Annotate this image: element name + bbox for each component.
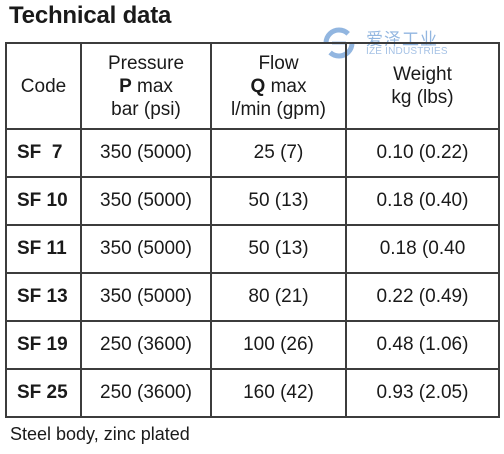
cell-flow: 80 (21) <box>210 272 347 322</box>
cell-code: SF 11 <box>5 224 82 274</box>
header-pressure-unit: bar (psi) <box>111 98 181 120</box>
table-header-row: Code Pressure P max bar (psi) Flow Q max… <box>5 42 500 130</box>
table-row: SF 7 350 (5000) 25 (7) 0.10 (0.22) <box>5 128 500 178</box>
cell-pressure: 250 (3600) <box>80 320 212 370</box>
cell-code: SF 13 <box>5 272 82 322</box>
header-flow-label: Flow <box>258 52 299 74</box>
header-code: Code <box>5 42 82 130</box>
cell-weight: 0.18 (0.40) <box>345 176 500 226</box>
cell-pressure: 350 (5000) <box>80 176 212 226</box>
header-weight-label: Weight <box>393 64 452 85</box>
cell-weight: 0.18 (0.40 <box>345 224 500 274</box>
header-flow: Flow Q max l/min (gpm) <box>210 42 347 130</box>
cell-flow: 160 (42) <box>210 368 347 418</box>
header-flow-symbol: Q <box>250 75 266 97</box>
header-flow-unit: l/min (gpm) <box>230 98 326 120</box>
cell-code: SF 25 <box>5 368 82 418</box>
header-pressure-symbol-line: P max <box>82 75 210 98</box>
cell-weight: 0.10 (0.22) <box>345 128 500 178</box>
footnote: Steel body, zinc plated <box>10 424 190 444</box>
cell-pressure: 350 (5000) <box>80 272 212 322</box>
cell-pressure: 350 (5000) <box>80 128 212 178</box>
header-pressure-label: Pressure <box>107 52 185 74</box>
cell-flow: 50 (13) <box>210 224 347 274</box>
cell-flow: 100 (26) <box>210 320 347 370</box>
cell-code: SF 19 <box>5 320 82 370</box>
table-row: SF 13 350 (5000) 80 (21) 0.22 (0.49) <box>5 272 500 322</box>
cell-pressure: 250 (3600) <box>80 368 212 418</box>
cell-code: SF 7 <box>5 128 82 178</box>
header-pressure-suffix: max <box>131 75 173 97</box>
cell-pressure: 350 (5000) <box>80 224 212 274</box>
header-pressure-symbol: P <box>119 75 132 97</box>
technical-data-table: Code Pressure P max bar (psi) Flow Q max… <box>5 42 500 418</box>
cell-code: SF 10 <box>5 176 82 226</box>
header-weight-unit: kg (lbs) <box>391 87 454 108</box>
cell-weight: 0.93 (2.05) <box>345 368 500 418</box>
cell-flow: 25 (7) <box>210 128 347 178</box>
header-weight: Weight kg (lbs) <box>345 42 500 130</box>
table-row: SF 11 350 (5000) 50 (13) 0.18 (0.40 <box>5 224 500 274</box>
cell-flow: 50 (13) <box>210 176 347 226</box>
page-title: Technical data <box>9 2 172 29</box>
table-row: SF 25 250 (3600) 160 (42) 0.93 (2.05) <box>5 368 500 418</box>
cell-weight: 0.22 (0.49) <box>345 272 500 322</box>
header-flow-symbol-line: Q max <box>212 75 345 98</box>
table-row: SF 10 350 (5000) 50 (13) 0.18 (0.40) <box>5 176 500 226</box>
header-code-label: Code <box>20 75 67 97</box>
header-flow-suffix: max <box>265 75 307 97</box>
table-row: SF 19 250 (3600) 100 (26) 0.48 (1.06) <box>5 320 500 370</box>
header-pressure: Pressure P max bar (psi) <box>80 42 212 130</box>
cell-weight: 0.48 (1.06) <box>345 320 500 370</box>
